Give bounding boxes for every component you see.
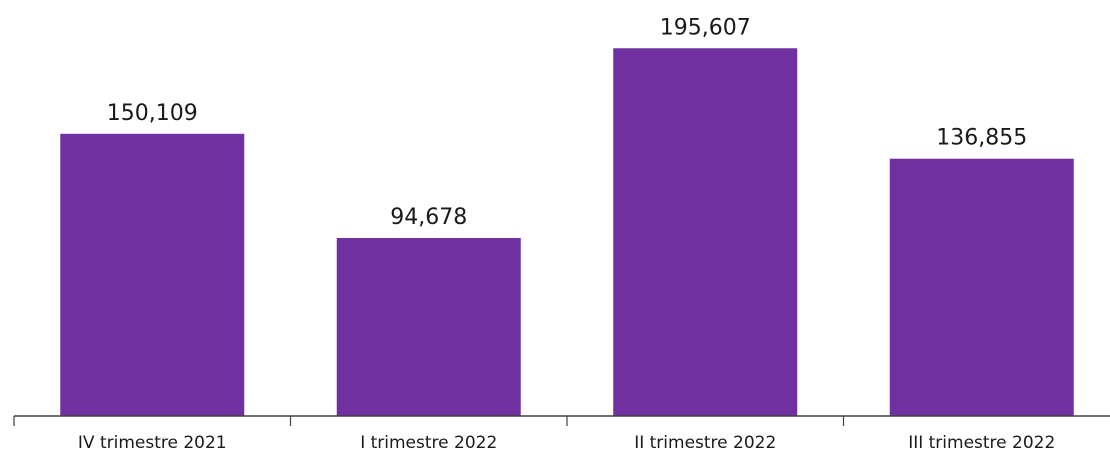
category-label-4: III trimestre 2022 bbox=[908, 433, 1055, 453]
category-labels-group: IV trimestre 2021 I trimestre 2022 II trim… bbox=[78, 433, 1055, 453]
bar-2 bbox=[336, 238, 521, 416]
category-label-3: II trimestre 2022 bbox=[634, 433, 776, 453]
category-label-2: I trimestre 2022 bbox=[360, 433, 497, 453]
bars-group bbox=[60, 48, 1074, 417]
bar-4 bbox=[889, 158, 1074, 417]
bar-1 bbox=[60, 133, 245, 416]
value-labels-group: 150,109 94,678 195,607 136,855 bbox=[107, 15, 1027, 230]
bar-3 bbox=[613, 48, 798, 416]
data-label-1: 150,109 bbox=[107, 101, 198, 126]
category-label-1: IV trimestre 2021 bbox=[78, 433, 227, 453]
data-label-2: 94,678 bbox=[390, 205, 467, 230]
data-label-4: 136,855 bbox=[936, 126, 1027, 151]
data-label-3: 195,607 bbox=[660, 15, 751, 40]
x-axis-ticks bbox=[13, 416, 845, 426]
